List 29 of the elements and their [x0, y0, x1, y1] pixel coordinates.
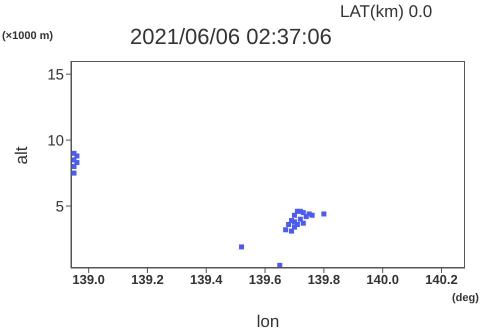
- point: [283, 227, 288, 232]
- point: [292, 212, 297, 218]
- point: [286, 222, 292, 227]
- point: [300, 210, 306, 216]
- point: [289, 228, 294, 234]
- point: [239, 244, 244, 250]
- text: LAT(km) 0.0: [340, 2, 432, 22]
- x-tick-label: 140.0: [366, 272, 399, 288]
- x-tick-label: 139.0: [72, 272, 105, 288]
- chart-title: 2021/06/06 02:37:06: [130, 24, 332, 50]
- point: [298, 216, 303, 222]
- y-tick-label: 10: [47, 132, 64, 150]
- point: [310, 212, 315, 218]
- y-tick-label: 5: [56, 198, 64, 216]
- text: (deg): [452, 292, 479, 304]
- x-axis-title: lon: [256, 312, 280, 331]
- x-tick-label: 139.6: [248, 272, 282, 288]
- point: [321, 211, 326, 216]
- x-tick-label: 139.8: [308, 272, 340, 288]
- x-tick-label: 140.2: [425, 272, 458, 288]
- point: [294, 222, 300, 227]
- point: [74, 160, 80, 166]
- point: [74, 153, 80, 158]
- text: (×1000 m): [2, 30, 54, 42]
- y-tick-label: 15: [47, 66, 64, 84]
- y-axis-title: alt: [12, 146, 32, 164]
- x-tick-label: 139.2: [131, 272, 164, 288]
- x-tick-label: 139.4: [190, 272, 224, 288]
- point: [300, 220, 306, 226]
